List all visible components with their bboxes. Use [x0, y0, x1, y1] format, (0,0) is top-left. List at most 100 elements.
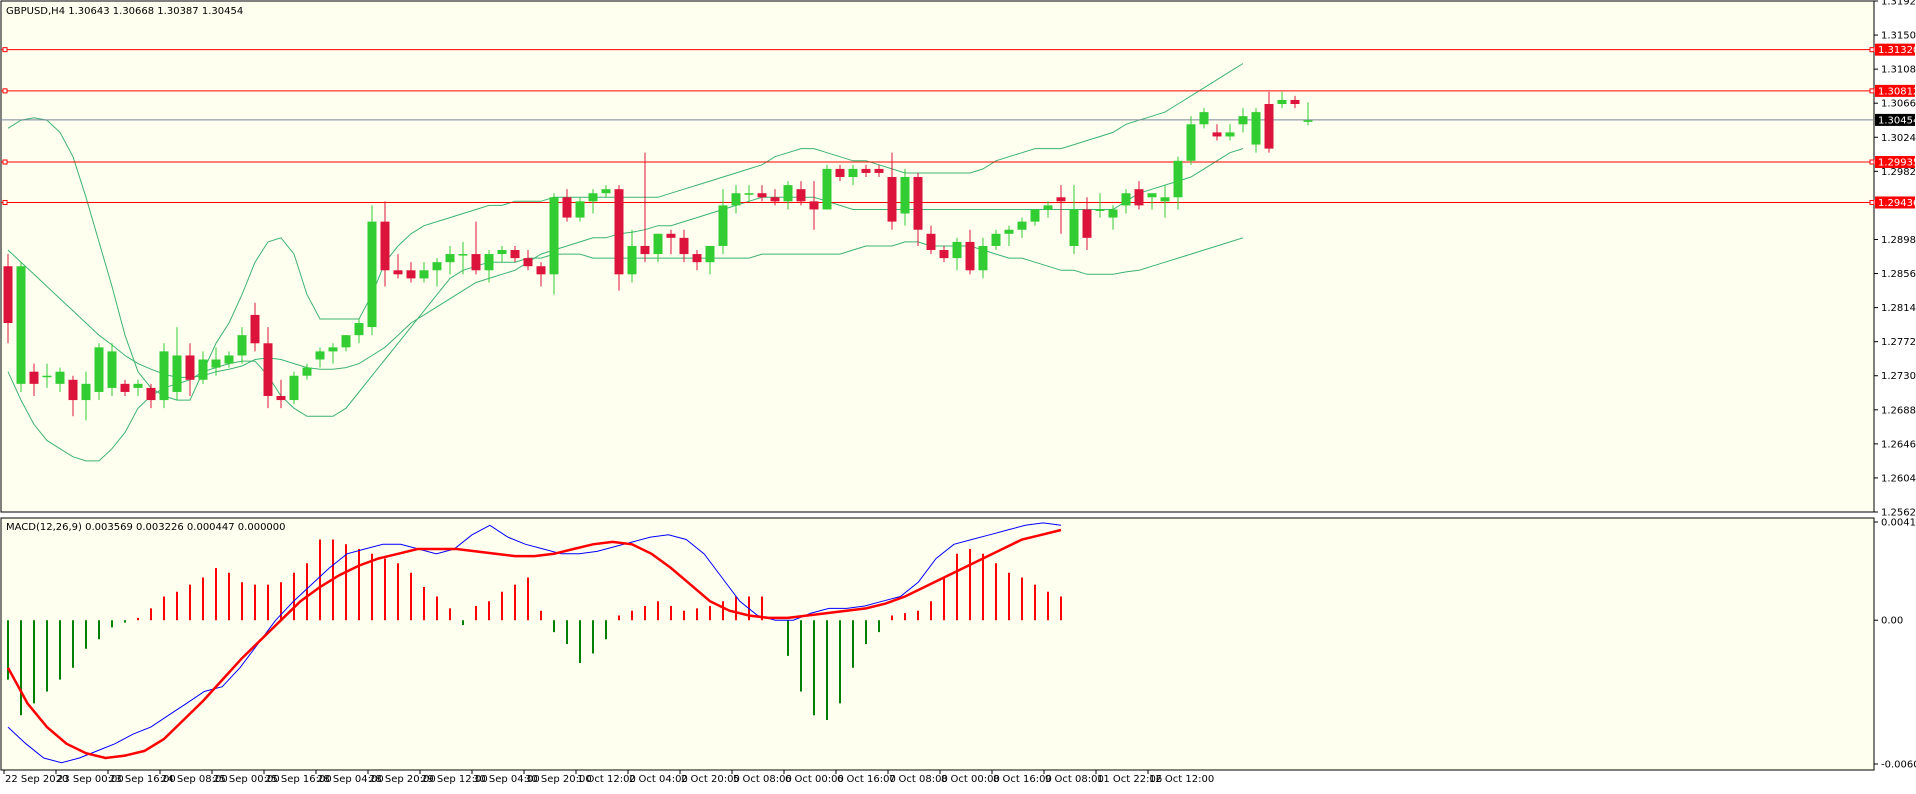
price-tick-label: 1.27720: [1881, 337, 1916, 348]
macd-title: MACD(12,26,9) 0.003569 0.003226 0.000447…: [6, 522, 286, 533]
current-price-tag: [1875, 113, 1915, 126]
level-price-label: 1.31320: [1878, 45, 1916, 56]
bull-candle: [1303, 120, 1313, 122]
level-price-label: 1.30812: [1878, 86, 1916, 97]
bear-candle: [536, 266, 546, 275]
time-tick-label: 11 Oct 22:06: [1097, 774, 1162, 785]
bull-candle: [211, 359, 221, 368]
bear-candle: [185, 355, 195, 380]
bear-candle: [1134, 189, 1144, 206]
bear-candle: [809, 201, 819, 210]
bear-candle: [68, 379, 78, 401]
bull-candle: [588, 193, 598, 202]
bull-candle: [315, 351, 325, 360]
level-anchor: [1869, 47, 1875, 53]
time-tick-label: 25 Sep 16:00: [265, 774, 332, 785]
level-price-tag: [1875, 156, 1915, 169]
price-tick-label: 1.30660: [1881, 99, 1916, 110]
price-tick-label: 1.25620: [1881, 508, 1916, 519]
time-tick-label: 30 Sep 04:00: [473, 774, 540, 785]
main-chart-background: [0, 0, 1875, 513]
bull-candle: [653, 233, 663, 255]
bear-candle: [640, 245, 650, 255]
bull-candle: [549, 197, 559, 275]
symbol-title: GBPUSD,H4 1.30643 1.30668 1.30387 1.3045…: [6, 6, 243, 17]
time-tick-label: 1 Oct 12:00: [577, 774, 636, 785]
bull-candle: [354, 323, 364, 336]
bull-candle: [198, 359, 208, 380]
bull-candle: [172, 355, 182, 392]
bull-candle: [133, 383, 143, 388]
bull-candle: [991, 233, 1001, 246]
bear-candle: [393, 270, 403, 275]
bear-candle: [471, 254, 481, 271]
bear-candle: [835, 168, 845, 178]
level-anchor: [2, 159, 8, 165]
bear-candle: [692, 254, 702, 263]
bull-candle: [94, 347, 104, 392]
bull-candle: [1251, 112, 1261, 145]
candlesticks: [3, 91, 1313, 421]
bull-candle: [1030, 209, 1040, 222]
bear-candle: [276, 396, 286, 401]
bull-candle: [705, 245, 715, 263]
bear-candle: [926, 233, 936, 251]
bull-candle: [978, 245, 988, 271]
bull-candle: [1160, 197, 1170, 202]
price-tick-label: 1.31500: [1881, 31, 1916, 42]
bear-candle: [666, 233, 676, 238]
bull-candle: [1199, 112, 1209, 125]
bull-candle: [367, 221, 377, 328]
band-upper: [7, 63, 1244, 401]
bull-candle: [900, 177, 910, 214]
time-tick-label: 6 Oct 00:00: [785, 774, 844, 785]
time-tick-label: 22 Sep 2020: [5, 774, 68, 785]
price-tick-label: 1.28980: [1881, 235, 1916, 246]
level-price-tag: [1875, 43, 1915, 56]
bear-candle: [510, 250, 520, 259]
bull-candle: [1225, 132, 1235, 137]
horizontal-levels: 1.31320 1.30812 1.29935 1.29436 1.30454: [1, 43, 1916, 209]
bull-candle: [159, 351, 169, 401]
macd-main-line: [7, 522, 1062, 764]
bull-candle: [302, 367, 312, 376]
bull-candle: [822, 168, 832, 210]
bear-candle: [406, 270, 416, 279]
price-tick-label: 1.26040: [1881, 473, 1916, 484]
level-anchor: [2, 47, 8, 53]
bull-candle: [419, 270, 429, 279]
bull-candle: [81, 383, 91, 401]
price-tick-label: 1.27300: [1881, 371, 1916, 382]
level-price-tag: [1875, 196, 1915, 209]
bear-candle: [796, 189, 806, 202]
bear-candle: [939, 250, 949, 259]
level-price-tag: [1875, 84, 1915, 97]
time-tick-label: 30 Sep 20:00: [525, 774, 592, 785]
bull-candle: [1173, 160, 1183, 198]
bear-candle: [757, 193, 767, 198]
macd-panel-background: [0, 517, 1875, 771]
bull-candle: [328, 347, 338, 352]
time-tick-label: 6 Oct 16:00: [837, 774, 896, 785]
price-tick-label: 1.28140: [1881, 303, 1916, 314]
price-tick-label: 1.29820: [1881, 167, 1916, 178]
bull-candle: [289, 375, 299, 401]
bear-candle: [887, 177, 897, 222]
price-tick-label: 1.26460: [1881, 439, 1916, 450]
bull-candle: [601, 189, 611, 194]
current-price-label: 1.30454: [1878, 115, 1916, 126]
time-tick-label: 28 Sep 20:00: [369, 774, 436, 785]
macd-indicator: 0.004137 0.00 -0.006053: [6, 518, 1916, 771]
bull-candle: [1108, 209, 1118, 218]
bull-candle: [1043, 205, 1053, 210]
bull-candle: [432, 262, 442, 271]
bull-candle: [497, 250, 507, 255]
bear-candle: [874, 168, 884, 173]
bear-candle: [263, 343, 273, 397]
bull-candle: [341, 335, 351, 348]
time-tick-label: 23 Sep 00:00: [57, 774, 124, 785]
bull-candle: [1121, 193, 1131, 206]
time-tick-label: 5 Oct 08:00: [733, 774, 792, 785]
